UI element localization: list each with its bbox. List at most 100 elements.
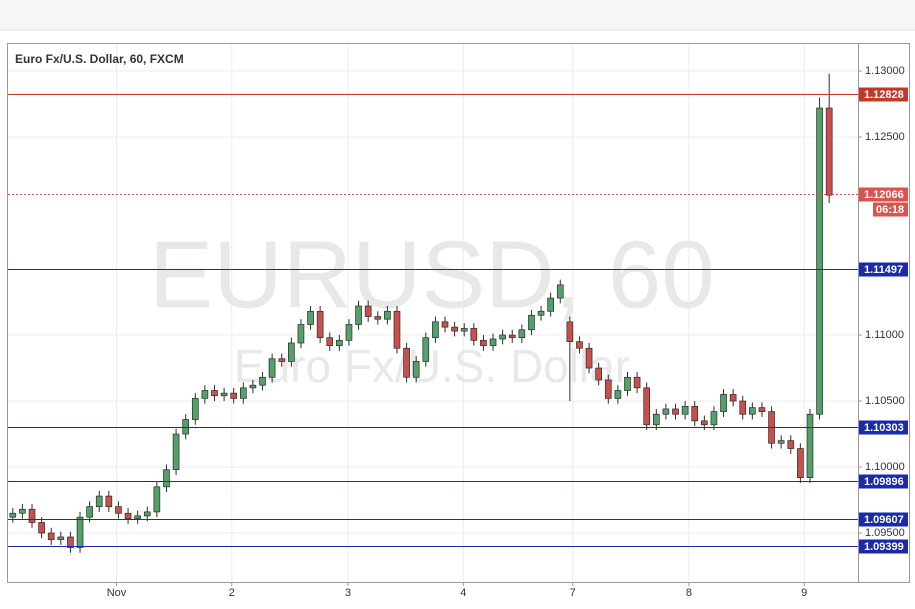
candle-body (576, 341, 583, 349)
candle-body (230, 392, 238, 399)
y-tick-label: 1.09500 (865, 527, 905, 539)
candle-body (105, 495, 113, 507)
candle-body (566, 321, 574, 342)
level-label: 1.12828 (864, 89, 904, 101)
grid: 1.13000 1.12500 1.11000 1.10500 1.10000 1.095… (8, 44, 905, 599)
candle-body (528, 314, 535, 331)
candle-body (153, 486, 161, 513)
level-label-box (859, 474, 908, 489)
level-label-box (859, 187, 908, 202)
candle-body (374, 316, 382, 320)
candle-body (758, 407, 766, 412)
candle-body (143, 511, 151, 517)
top-bar (0, 0, 915, 30)
candle-body (518, 329, 526, 339)
candle-body (211, 390, 218, 397)
candle-body (691, 405, 699, 422)
candle-body (220, 392, 228, 397)
x-tick-label: 4 (460, 587, 466, 599)
candle-body (499, 334, 506, 340)
level-label: 1.11497 (864, 264, 903, 276)
candle-body (249, 384, 257, 389)
candle-body (134, 515, 141, 519)
candle-body (681, 405, 689, 415)
candle-body (19, 508, 26, 514)
candle-body (182, 419, 190, 435)
level-label: 1.09399 (864, 541, 904, 553)
countdown: 06:18 (876, 204, 904, 216)
candle-body (393, 310, 401, 349)
candle-body (614, 390, 622, 399)
candle-body (451, 326, 458, 332)
candle-body (797, 448, 804, 478)
x-tick-label: Nov (107, 587, 127, 599)
candle-body (57, 536, 65, 540)
candle-body (316, 310, 324, 339)
candle-body (326, 337, 334, 346)
levels: 1.12828 1.12066 06:18 1.11497 1.10303 1.09896… (8, 87, 908, 554)
candle-body (739, 400, 747, 415)
x-tick-label: 8 (686, 587, 692, 599)
watermark: EURUSD, 60 (149, 221, 715, 328)
level-label: 1.12066 (864, 189, 904, 201)
candle-body (9, 512, 17, 518)
candle-body (422, 337, 430, 362)
candle-body (412, 361, 420, 378)
candle-body (288, 342, 295, 362)
level-label-box (859, 512, 908, 527)
candle-body (806, 413, 814, 478)
candle-body (470, 328, 478, 341)
candle-body (652, 413, 660, 426)
candle-body (749, 407, 756, 415)
level-label-box (859, 420, 908, 435)
candle-body (268, 358, 276, 378)
y-tick-label: 1.12500 (865, 131, 905, 143)
chart-title: Euro Fx/U.S. Dollar, 60, FXCM (15, 52, 184, 66)
candle-body (172, 433, 180, 471)
candle-body (441, 321, 449, 328)
watermark-subtitle: Euro Fx/U.S. Dollar (234, 340, 630, 392)
candle-body (547, 297, 554, 312)
candle-body (729, 394, 737, 402)
countdown-box (873, 202, 908, 217)
candle-body (403, 347, 410, 378)
candle-body (163, 469, 170, 488)
candle-body (432, 321, 439, 339)
level-label-box (859, 539, 908, 554)
candle-body (47, 532, 55, 540)
candle-body (777, 440, 785, 444)
candle-body (191, 398, 199, 420)
candle-body (336, 339, 343, 346)
candle-body (364, 305, 372, 317)
candle-body (787, 440, 795, 449)
candle-body (384, 310, 391, 320)
candle-body (124, 512, 132, 519)
candle-body (67, 536, 74, 548)
x-tick-label: 7 (570, 587, 576, 599)
y-tick-label: 1.13000 (865, 65, 905, 77)
candle-body (604, 379, 612, 399)
candle-body (239, 387, 247, 399)
candle-body (508, 334, 516, 339)
candle-body (76, 516, 84, 548)
candle-body (556, 284, 564, 299)
level-label: 1.10303 (864, 422, 904, 434)
candle-body (201, 390, 209, 399)
candle-body (585, 347, 593, 369)
y-tick-label: 1.10000 (865, 461, 905, 473)
y-tick-label: 1.11000 (865, 329, 904, 341)
level-label-box (859, 262, 908, 277)
candle-body (701, 420, 708, 426)
candle-body (672, 408, 679, 415)
candle-body (259, 376, 266, 386)
candles (9, 73, 833, 553)
level-label-box (859, 87, 908, 102)
x-tick-label: 3 (345, 587, 351, 599)
x-tick-label: 9 (801, 587, 807, 599)
candle-body (662, 408, 670, 415)
candle-body (460, 328, 468, 332)
candle-body (86, 506, 93, 518)
y-tick-label: 1.10500 (865, 395, 905, 407)
